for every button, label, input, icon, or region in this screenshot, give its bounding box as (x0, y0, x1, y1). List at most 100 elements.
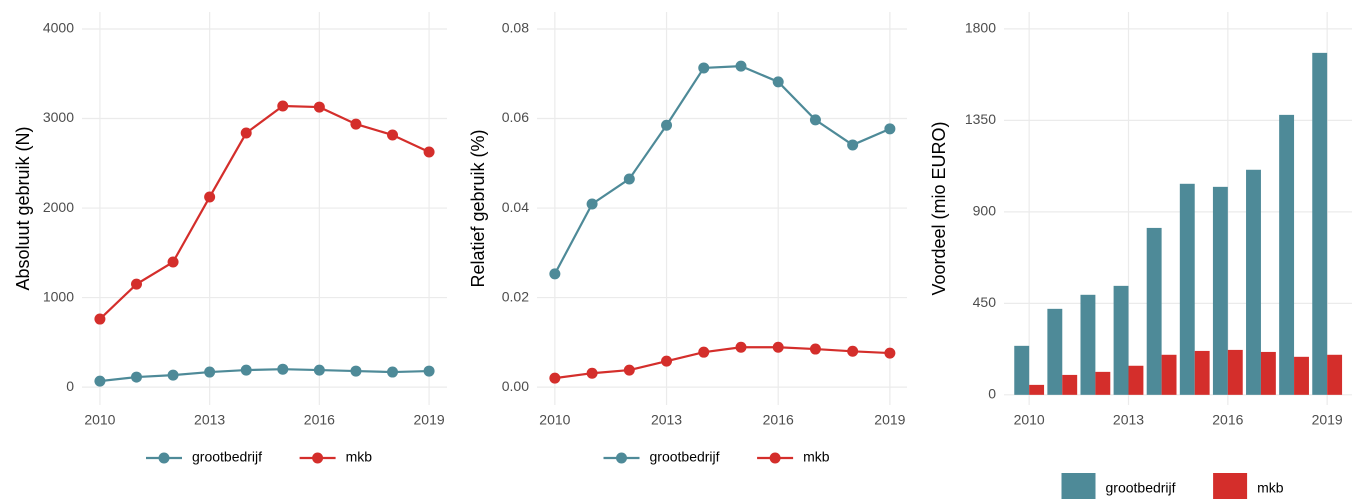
point (772, 341, 784, 353)
point (661, 355, 673, 367)
line (99, 104, 430, 320)
bar (1279, 114, 1295, 395)
y-tick-label: 2000 (43, 199, 74, 215)
bar (1327, 354, 1343, 395)
point (623, 364, 635, 376)
bar (1227, 349, 1243, 395)
x-tick-label: 2013 (1113, 412, 1144, 428)
point (277, 363, 289, 375)
legend-point (158, 452, 170, 464)
legend-label: mkb (803, 449, 830, 465)
y-tick-label: 0.04 (502, 199, 529, 215)
bar (1128, 365, 1144, 395)
point (735, 60, 747, 72)
bar (1146, 227, 1162, 395)
point (809, 343, 821, 355)
legend-swatch (1061, 473, 1096, 499)
point (313, 101, 325, 113)
point (94, 375, 106, 387)
point (772, 76, 784, 88)
x-tick-label: 2019 (874, 412, 905, 428)
point (549, 268, 561, 280)
y-tick-label: 4000 (43, 20, 74, 36)
x-tick-label: 2010 (539, 412, 570, 428)
bar (1179, 183, 1195, 395)
point (586, 198, 598, 210)
y-axis-title: Voordeel (mio EURO) (929, 121, 949, 295)
bar (1014, 345, 1030, 395)
bar (1062, 374, 1078, 395)
legend-label: mkb (1257, 480, 1284, 496)
point (884, 123, 896, 135)
point (240, 127, 252, 139)
y-tick-label: 1350 (965, 111, 996, 127)
point (130, 371, 142, 383)
point (847, 345, 859, 357)
point (204, 366, 216, 378)
point (423, 365, 435, 377)
point (623, 173, 635, 185)
line (554, 346, 890, 380)
bar (1312, 52, 1328, 395)
point (423, 146, 435, 158)
legend-swatch (1213, 473, 1248, 499)
x-tick-label: 2019 (414, 412, 445, 428)
point (884, 347, 896, 359)
point (167, 256, 179, 268)
legend-label: grootbedrijf (650, 449, 720, 465)
bar (1080, 294, 1096, 395)
y-tick-label: 0 (66, 378, 74, 394)
legend-label: grootbedrijf (192, 449, 262, 465)
x-tick-label: 2013 (651, 412, 682, 428)
point (847, 139, 859, 151)
point (809, 114, 821, 126)
point (735, 341, 747, 353)
y-tick-label: 1800 (965, 20, 996, 36)
point (204, 191, 216, 203)
bar (1194, 350, 1210, 395)
y-tick-label: 1000 (43, 288, 74, 304)
y-tick-label: 0.00 (502, 378, 529, 394)
point (698, 346, 710, 358)
legend-point (616, 452, 627, 464)
point (387, 366, 399, 378)
y-tick-label: 450 (973, 294, 997, 310)
x-tick-label: 2016 (1212, 412, 1243, 428)
y-axis-title: Relatief gebruik (%) (468, 129, 488, 287)
point (586, 367, 598, 379)
x-tick-label: 2019 (1312, 412, 1343, 428)
bar (1246, 169, 1261, 395)
x-tick-label: 2010 (1014, 412, 1045, 428)
point (277, 100, 289, 112)
point (240, 364, 252, 376)
x-tick-label: 2013 (194, 412, 225, 428)
y-tick-label: 900 (973, 203, 997, 219)
bar (1212, 186, 1228, 395)
bar (1047, 308, 1063, 395)
x-tick-label: 2010 (84, 412, 115, 428)
bar (1161, 354, 1177, 395)
bar (1294, 356, 1309, 395)
y-tick-label: 0.08 (502, 20, 529, 36)
line (99, 368, 430, 383)
y-tick-label: 0.02 (502, 288, 529, 304)
legend-point (769, 452, 781, 464)
point (94, 313, 106, 325)
bar (1113, 285, 1129, 395)
y-axis-title: Absoluut gebruik (N) (13, 126, 33, 290)
x-tick-label: 2016 (763, 412, 794, 428)
point (661, 119, 673, 131)
point (549, 372, 561, 384)
point (350, 365, 362, 377)
point (350, 118, 362, 130)
bar (1095, 371, 1111, 395)
point (313, 364, 325, 376)
bar (1029, 384, 1045, 395)
legend-point (312, 452, 324, 464)
bar (1260, 351, 1276, 395)
y-tick-label: 3000 (43, 109, 74, 125)
point (167, 369, 179, 381)
point (698, 62, 710, 74)
line (553, 65, 891, 275)
